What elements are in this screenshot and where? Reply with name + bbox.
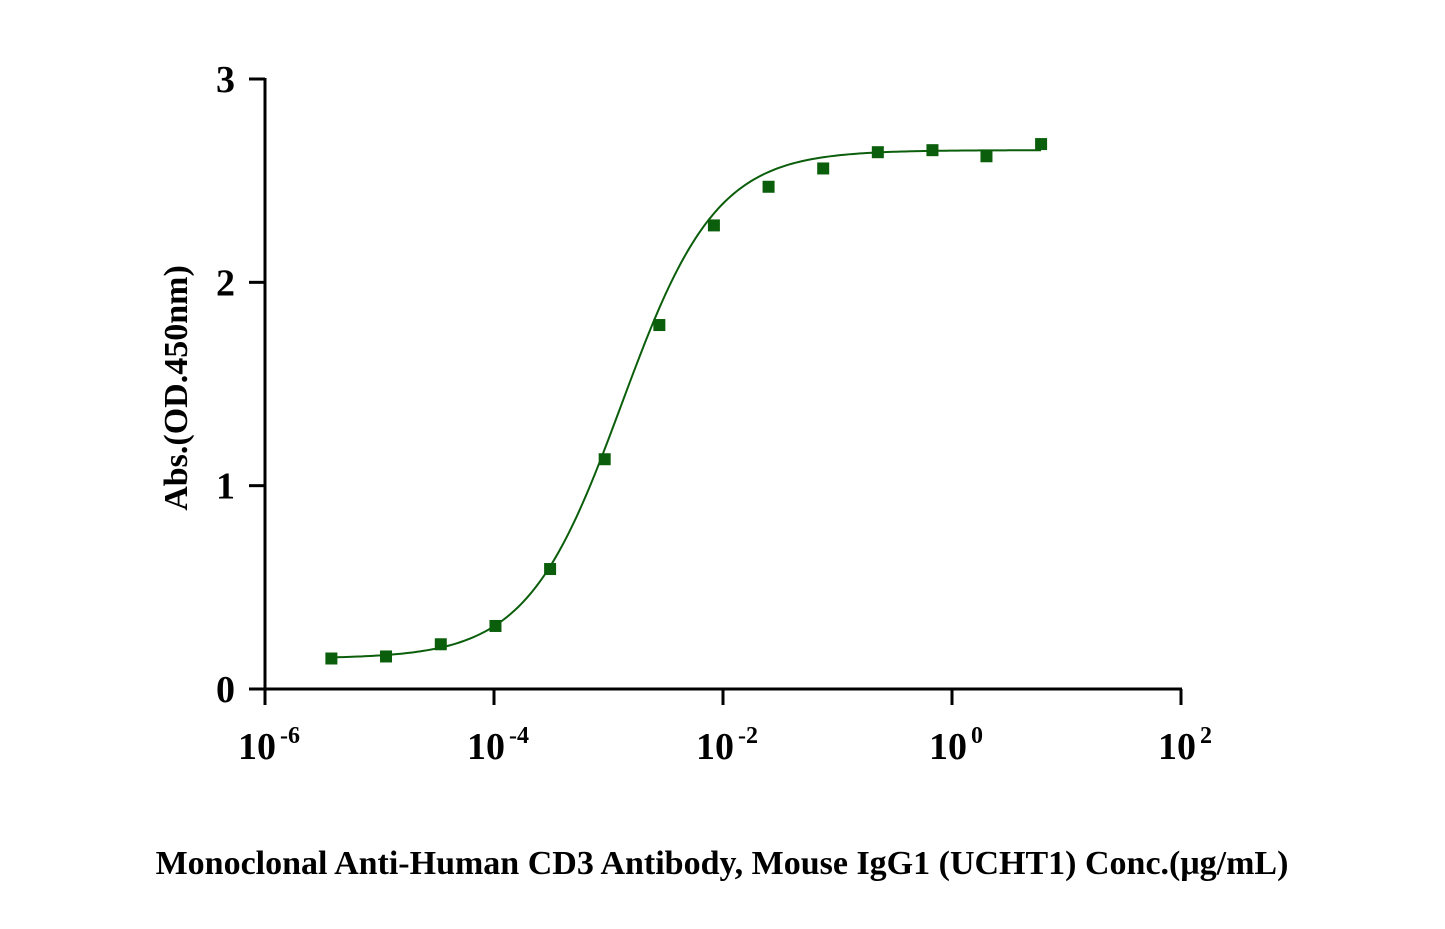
data-point xyxy=(325,652,338,665)
data-point xyxy=(871,146,884,159)
data-point xyxy=(1035,138,1048,151)
y-tick-label: 0 xyxy=(216,669,235,711)
data-points xyxy=(325,138,1048,665)
x-tick-label: 10 -4 xyxy=(467,723,529,768)
y-tick-label: 3 xyxy=(216,59,235,101)
data-point xyxy=(434,638,447,651)
x-tick-label: 10 -2 xyxy=(696,723,758,768)
data-point xyxy=(926,144,939,157)
y-axis-label: Abs.(OD.450nm) xyxy=(158,265,195,511)
y-tick-label: 2 xyxy=(216,262,235,304)
tick-labels: 0 1 2 3 10 -6 10 -4 10 -2 10 0 10 2 xyxy=(216,59,1212,768)
data-point xyxy=(489,619,502,632)
fit-curve xyxy=(331,149,1042,659)
data-point xyxy=(707,219,720,232)
data-point xyxy=(817,162,830,175)
x-axis-label: Monoclonal Anti-Human CD3 Antibody, Mous… xyxy=(156,845,1289,882)
data-point xyxy=(598,453,611,466)
x-tick-label: 10 2 xyxy=(1158,723,1212,768)
axes xyxy=(249,77,1183,705)
x-tick-label: 10 -6 xyxy=(238,723,300,768)
data-point xyxy=(762,180,775,193)
data-point xyxy=(380,650,393,663)
data-point xyxy=(544,563,557,576)
data-point xyxy=(653,319,666,332)
data-point xyxy=(980,150,993,163)
x-tick-label: 10 0 xyxy=(929,723,983,768)
y-tick-label: 1 xyxy=(216,466,235,508)
